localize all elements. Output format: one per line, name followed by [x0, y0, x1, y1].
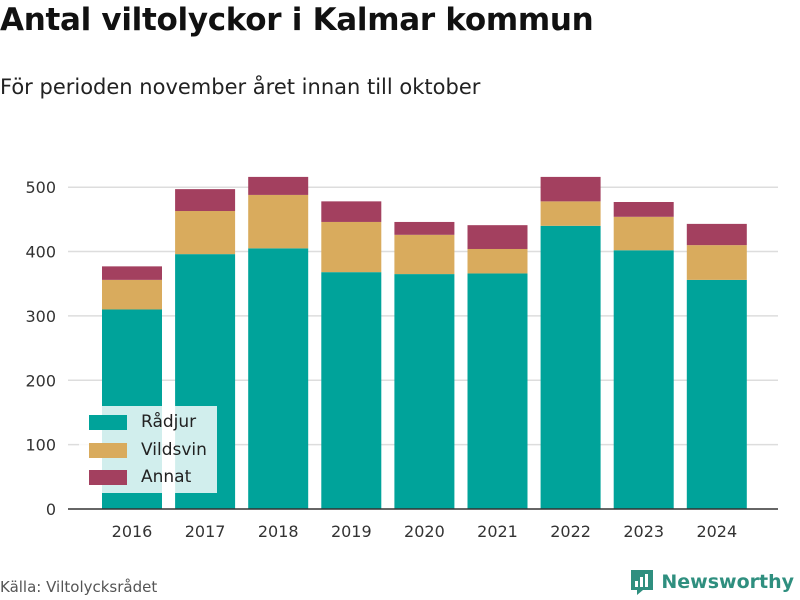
x-tick-label: 2022 — [550, 522, 591, 541]
y-tick-label: 300 — [25, 307, 56, 326]
bar-segment-vildsvin-2023 — [613, 216, 674, 251]
legend-label-radjur: Rådjur — [141, 412, 197, 432]
bar-segment-annat-2023 — [613, 202, 674, 217]
bar-segment-vildsvin-2020 — [394, 234, 455, 275]
x-tick-label: 2023 — [623, 522, 664, 541]
bar-segment-annat-2017 — [175, 189, 236, 212]
bar-segment-annat-2021 — [467, 225, 528, 249]
bar-segment-rådjur-2020 — [394, 274, 455, 509]
bar-segment-vildsvin-2018 — [248, 194, 309, 249]
legend-swatch-vildsvin — [89, 442, 127, 458]
bar-segment-annat-2019 — [321, 201, 382, 222]
brand-logo[interactable]: Newsworthy — [629, 568, 794, 596]
legend-item-annat: Annat — [89, 467, 191, 487]
bar-segment-vildsvin-2024 — [686, 245, 747, 280]
bar-segment-annat-2020 — [394, 221, 455, 235]
bar-segment-rådjur-2023 — [613, 250, 674, 509]
bar-segment-annat-2024 — [686, 223, 747, 246]
x-tick-label: 2019 — [331, 522, 372, 541]
axes: 0 100 200 300 400 500 2016 2017 2018 2019 2020 2021… — [25, 178, 778, 541]
bar-segment-rådjur-2019 — [321, 272, 382, 509]
x-tick-label: 2016 — [112, 522, 153, 541]
chart-title: Antal viltolyckor i Kalmar kommun — [0, 2, 594, 38]
bar-segment-rådjur-2024 — [686, 279, 747, 509]
legend: Rådjur Vildsvin Annat — [79, 406, 217, 493]
y-tick-label: 200 — [25, 371, 56, 390]
y-tick-label: 0 — [46, 500, 56, 519]
bar-segment-rådjur-2018 — [248, 248, 309, 510]
bar-segment-annat-2018 — [248, 176, 309, 195]
bar-segment-annat-2022 — [540, 176, 601, 202]
x-tick-label: 2024 — [696, 522, 737, 541]
x-tick-label: 2020 — [404, 522, 445, 541]
source-note: Källa: Viltolycksrådet — [0, 578, 158, 596]
y-tick-label: 400 — [25, 243, 56, 262]
x-tick-label: 2018 — [258, 522, 299, 541]
x-tick-label: 2017 — [185, 522, 226, 541]
bar-segment-vildsvin-2019 — [321, 221, 382, 273]
bar-segment-annat-2016 — [102, 266, 162, 280]
chart-subtitle: För perioden november året innan till ok… — [0, 75, 481, 99]
legend-swatch-annat — [89, 469, 127, 485]
legend-item-vildsvin: Vildsvin — [89, 440, 207, 460]
bar-segment-vildsvin-2021 — [467, 248, 528, 274]
legend-swatch-radjur — [89, 414, 127, 430]
x-tick-label: 2021 — [477, 522, 518, 541]
bar-segment-vildsvin-2017 — [175, 211, 236, 255]
legend-item-radjur: Rådjur — [89, 412, 196, 432]
y-tick-label: 100 — [25, 436, 56, 455]
legend-label-annat: Annat — [141, 467, 192, 487]
bar-segment-vildsvin-2022 — [540, 201, 601, 226]
bar-segment-rådjur-2022 — [540, 225, 601, 510]
newsworthy-logo-icon — [631, 570, 654, 595]
bar-segment-rådjur-2021 — [467, 273, 528, 509]
bar-segment-vildsvin-2016 — [102, 279, 162, 310]
y-tick-label: 500 — [25, 178, 56, 197]
legend-label-vildsvin: Vildsvin — [141, 440, 207, 460]
brand-name: Newsworthy — [661, 571, 794, 593]
